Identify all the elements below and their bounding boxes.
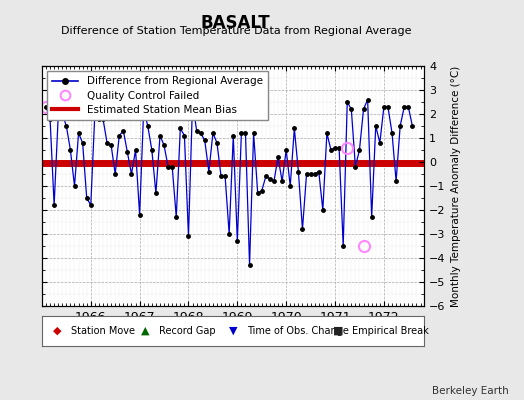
Text: Berkeley Earth: Berkeley Earth (432, 386, 508, 396)
Text: ▲: ▲ (141, 326, 149, 336)
Y-axis label: Monthly Temperature Anomaly Difference (°C): Monthly Temperature Anomaly Difference (… (451, 65, 461, 307)
Text: ▼: ▼ (229, 326, 237, 336)
Text: Difference of Station Temperature Data from Regional Average: Difference of Station Temperature Data f… (61, 26, 411, 36)
Text: Station Move: Station Move (71, 326, 135, 336)
Text: Time of Obs. Change: Time of Obs. Change (247, 326, 348, 336)
Text: ■: ■ (333, 326, 344, 336)
Text: Record Gap: Record Gap (159, 326, 215, 336)
Legend: Difference from Regional Average, Quality Control Failed, Estimated Station Mean: Difference from Regional Average, Qualit… (47, 71, 268, 120)
Text: BASALT: BASALT (201, 14, 270, 32)
Text: ◆: ◆ (53, 326, 61, 336)
Text: Empirical Break: Empirical Break (352, 326, 429, 336)
